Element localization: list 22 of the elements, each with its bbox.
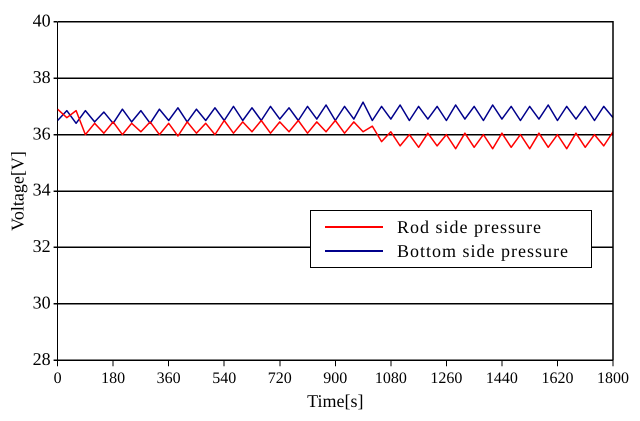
x-tick-label: 1260 bbox=[430, 370, 462, 388]
y-tick-label: 40 bbox=[32, 10, 51, 31]
x-tick-label: 180 bbox=[101, 370, 126, 388]
y-tick-label: 28 bbox=[32, 348, 51, 369]
y-tick-label: 36 bbox=[32, 123, 51, 144]
y-tick-label: 32 bbox=[32, 236, 51, 256]
x-tick-label: 1800 bbox=[597, 370, 629, 388]
x-tick-label: 360 bbox=[156, 370, 181, 388]
y-tick-label: 30 bbox=[32, 292, 51, 313]
x-tick-label: 720 bbox=[268, 370, 292, 388]
x-axis-title: Time[s] bbox=[307, 390, 364, 411]
y-tick-label: 34 bbox=[32, 180, 51, 200]
x-tick-label: 900 bbox=[323, 370, 348, 388]
x-tick-label: 1620 bbox=[541, 370, 574, 388]
y-tick-label: 38 bbox=[32, 66, 51, 87]
x-tick-label: 1440 bbox=[486, 370, 518, 388]
legend-label: Bottom side pressure bbox=[397, 240, 569, 263]
y-axis-title: Voltage[V] bbox=[8, 151, 28, 231]
x-tick-label: 1080 bbox=[374, 370, 407, 388]
x-tick-label: 540 bbox=[212, 370, 236, 388]
x-tick-label: 0 bbox=[54, 370, 62, 388]
legend-label: Rod side pressure bbox=[397, 216, 542, 239]
